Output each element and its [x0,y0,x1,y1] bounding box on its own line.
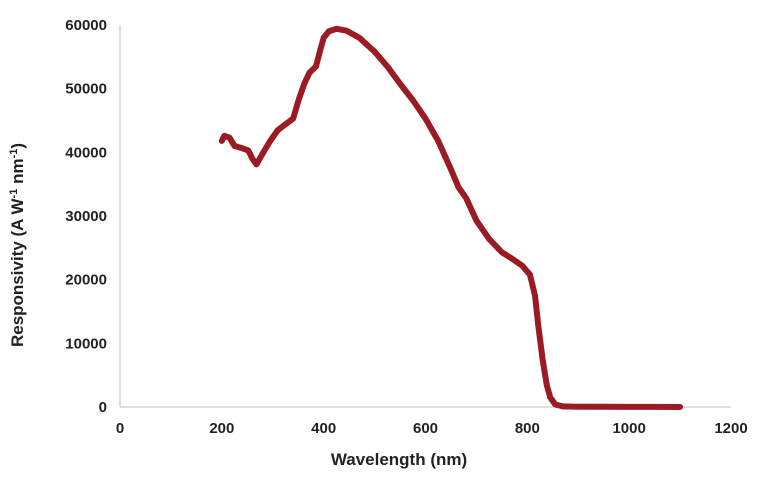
y-axis-title: Responsivity (A W-1 nm-1) [8,143,27,347]
x-tick-label: 1200 [714,420,747,437]
series-layer [218,25,684,410]
y-tick-label: 10000 [65,335,107,352]
x-tick-label: 400 [311,420,336,437]
x-tick-label: 1000 [612,420,645,437]
y-tick-label: 60000 [65,17,107,34]
x-tick-label: 600 [413,420,438,437]
series-line-1 [218,25,684,410]
x-tick-label: 800 [515,420,540,437]
x-tick-label: 0 [116,420,124,437]
axes [119,25,731,408]
y-tick-label: 20000 [65,272,107,289]
y-tick-label: 30000 [65,208,107,225]
x-tick-label: 200 [209,420,234,437]
x-axis-title: Wavelength (nm) [331,450,467,469]
y-tick-label: 50000 [65,81,107,98]
y-tick-label: 0 [99,399,107,416]
tick-labels: 0 200 400 600 800 1000 1200 0 10000 20000 30000 400… [65,17,747,437]
y-tick-label: 40000 [65,144,107,161]
